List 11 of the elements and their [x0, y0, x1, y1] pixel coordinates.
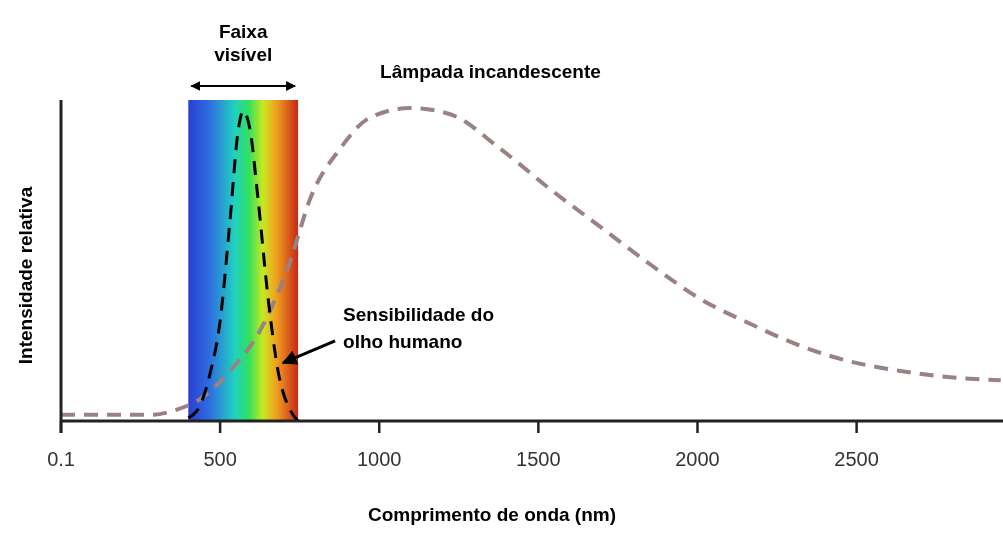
- x-tick-label: 0.1: [47, 448, 75, 470]
- y-axis-title: Intensidade relativa: [15, 186, 36, 365]
- x-axis-title: Comprimento de onda (nm): [367, 504, 617, 525]
- x-tick-label: 1000: [356, 448, 402, 470]
- band-label: Faixa visível: [214, 21, 273, 65]
- x-tick-label: 1500: [516, 448, 561, 470]
- x-tick-label: 2500: [834, 448, 879, 470]
- series-label: Lâmpada incandescente: [380, 61, 601, 82]
- text: Sensibilidade do olho humano: [343, 303, 495, 352]
- x-tick-label: 2000: [675, 448, 720, 470]
- x-tick-label: 500: [203, 448, 237, 470]
